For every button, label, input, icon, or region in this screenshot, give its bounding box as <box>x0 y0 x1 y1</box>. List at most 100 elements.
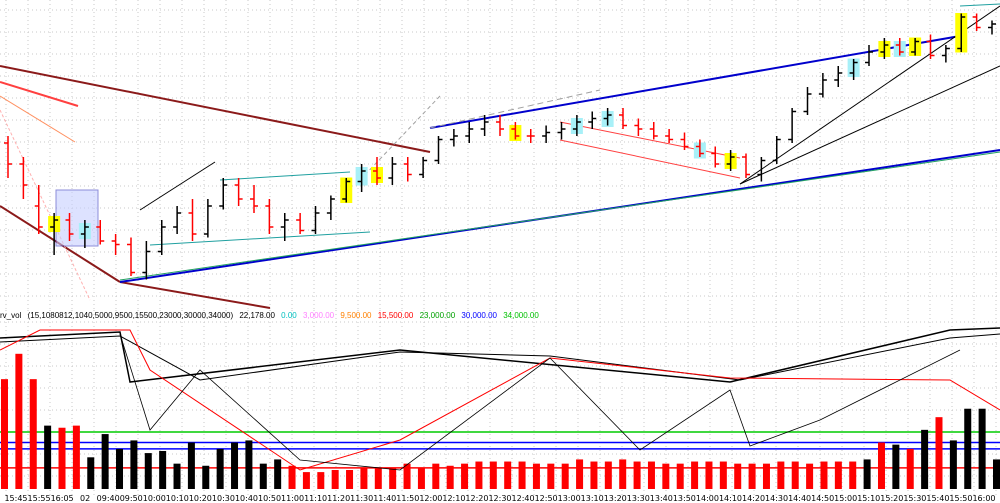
volume-bar <box>130 440 138 489</box>
volume-bar <box>374 467 382 489</box>
volume-bar <box>518 461 526 489</box>
volume-bar <box>705 461 713 489</box>
volume-bar <box>274 459 282 489</box>
x-tick-label: 12:10 <box>442 494 465 503</box>
volume-bar <box>504 461 512 489</box>
x-tick-label: 12:50 <box>535 494 558 503</box>
legend-level: 3,000.00 <box>302 311 335 320</box>
volume-bar <box>231 442 239 489</box>
volume-bar <box>187 442 195 489</box>
volume-bar <box>777 461 785 489</box>
volume-bar <box>604 461 612 489</box>
volume-bar <box>446 465 454 489</box>
x-tick-label: 12:30 <box>488 494 511 503</box>
volume-bar <box>647 461 655 489</box>
trend-line <box>429 89 601 129</box>
x-tick-label: 14:40 <box>788 494 811 503</box>
trend-line <box>0 81 79 107</box>
volume-bar <box>202 465 210 489</box>
x-tick-label: 09:40 <box>97 494 120 503</box>
volume-bar <box>403 463 411 489</box>
x-tick-label: 11:50 <box>396 494 419 503</box>
x-tick-label: 11:40 <box>373 494 396 503</box>
legend-level: 34,000.00 <box>503 311 539 320</box>
volume-bar <box>834 461 842 489</box>
volume-bar <box>576 459 584 489</box>
volume-bar <box>719 461 727 489</box>
x-tick-label: 09:50 <box>120 494 143 503</box>
x-tick-label: 14:10 <box>719 494 742 503</box>
trend-line <box>0 109 91 301</box>
volume-bar <box>417 467 425 489</box>
price-pane <box>0 0 1000 310</box>
x-tick-label: 14:30 <box>765 494 788 503</box>
volume-zigzag <box>119 333 961 471</box>
x-tick-label: 12:00 <box>419 494 442 503</box>
legend-level: 9,500.00 <box>340 311 372 320</box>
volume-bar <box>935 417 943 489</box>
volume-bar <box>302 472 310 489</box>
channel-line <box>559 139 741 179</box>
x-tick-label: 12:40 <box>512 494 535 503</box>
volume-bar <box>245 440 253 489</box>
x-tick-label: 10:20 <box>189 494 212 503</box>
volume-bar <box>892 444 900 489</box>
volume-bar <box>906 448 914 489</box>
volume-bar <box>360 467 368 489</box>
volume-bar <box>216 448 224 489</box>
x-tick-label: 10:30 <box>212 494 235 503</box>
volume-bar <box>15 353 23 489</box>
x-tick-label: 15:45 <box>4 494 27 503</box>
volume-bar <box>532 463 540 489</box>
x-tick-label: 13:30 <box>627 494 650 503</box>
volume-envelope <box>0 333 1000 381</box>
volume-bar <box>993 459 1000 489</box>
volume-bar <box>288 465 296 489</box>
channel-line <box>559 121 741 159</box>
volume-bar <box>389 467 397 489</box>
volume-bar <box>978 408 986 489</box>
volume-bar <box>331 469 339 489</box>
volume-bar <box>762 463 770 489</box>
legend-params: (15,1080812,1040,5000,9500,15500,23000,3… <box>27 311 234 320</box>
x-tick-label: 10:40 <box>235 494 258 503</box>
volume-bar <box>44 425 52 489</box>
x-tick-label: 11:00 <box>281 494 304 503</box>
x-tick-label: 15:50 <box>949 494 972 503</box>
legend-level: 15,500.00 <box>377 311 414 320</box>
volume-envelope <box>0 327 1000 383</box>
volume-bar <box>633 461 641 489</box>
x-tick-label: 16:00 <box>972 494 995 503</box>
channel-line <box>139 161 216 211</box>
volume-bar <box>949 440 957 489</box>
x-tick-label: 15:00 <box>834 494 857 503</box>
x-tick-label: 15:40 <box>926 494 949 503</box>
volume-bar <box>475 461 483 489</box>
volume-bar <box>58 427 66 489</box>
x-tick-label: 13:50 <box>673 494 696 503</box>
x-tick-label: 10:50 <box>258 494 281 503</box>
volume-bar <box>159 450 167 489</box>
trend-line <box>119 281 271 309</box>
legend-level: 30,000.00 <box>461 311 497 320</box>
x-tick-label: 13:10 <box>581 494 604 503</box>
trend-line <box>359 95 441 181</box>
volume-bar <box>29 379 37 489</box>
volume-bar <box>590 461 598 489</box>
hatched-box <box>55 189 99 247</box>
legend-current: 22,178.00 <box>239 311 275 320</box>
volume-bar <box>662 463 670 489</box>
volume-bar <box>346 469 354 489</box>
volume-bar <box>72 425 80 489</box>
trend-line <box>0 95 76 143</box>
legend-level: 23,000.00 <box>419 311 456 320</box>
x-tick-label: 14:00 <box>696 494 719 503</box>
x-tick-label: 14:50 <box>811 494 834 503</box>
volume-bar <box>173 463 181 489</box>
volume-bar <box>877 442 885 489</box>
legend-level: 0.00 <box>281 311 297 320</box>
volume-bar <box>806 463 814 489</box>
volume-legend: rv_vol (15,1080812,1040,5000,9500,15500,… <box>0 311 543 320</box>
time-axis: 15:45 15:55 16:05 02 09:40 09:50 10:00 10:10 10:… <box>4 494 995 503</box>
volume-bar <box>863 459 871 489</box>
